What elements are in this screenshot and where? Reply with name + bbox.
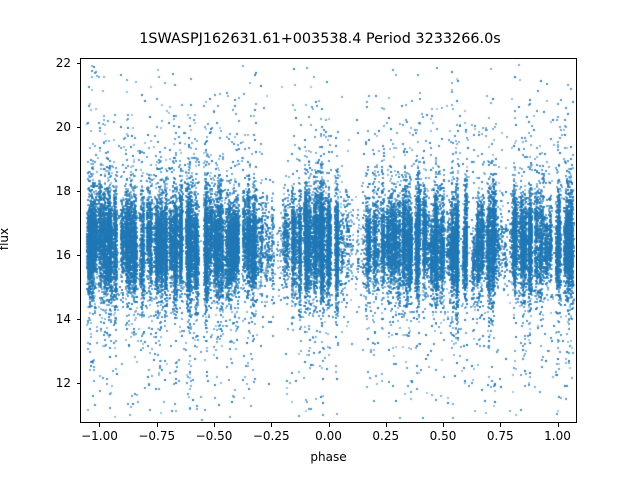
y-tick-mark	[76, 190, 80, 192]
x-tick-mark	[443, 423, 445, 427]
x-tick-label: 0.00	[315, 429, 342, 443]
x-tick-mark	[328, 423, 330, 427]
x-tick-label: −1.00	[81, 429, 118, 443]
y-tick-label: 16	[55, 247, 71, 262]
y-tick-mark	[76, 62, 80, 64]
x-tick-mark	[500, 423, 502, 427]
plot-axes-area	[80, 58, 577, 423]
page-title: 1SWASPJ162631.61+003538.4 Period 3233266…	[139, 31, 501, 47]
y-tick-label: 12	[55, 375, 71, 390]
x-tick-label: 0.25	[372, 429, 400, 443]
y-tick-mark	[76, 382, 80, 384]
x-tick-label: 0.50	[429, 429, 457, 443]
x-axis-label: phase	[310, 450, 347, 464]
y-tick-label: 20	[55, 119, 71, 134]
x-tick-label: −0.25	[252, 429, 290, 443]
x-tick-mark	[271, 423, 273, 427]
y-tick-mark	[76, 318, 80, 320]
y-tick-mark	[76, 254, 80, 256]
y-tick-label: 14	[55, 311, 71, 326]
scatter-data-layer	[81, 59, 576, 422]
x-tick-mark	[99, 423, 101, 427]
x-tick-label: −0.50	[195, 429, 233, 443]
y-axis-label: flux	[0, 227, 12, 251]
x-tick-mark	[156, 423, 158, 427]
x-tick-mark	[213, 423, 215, 427]
x-tick-mark	[557, 423, 559, 427]
y-tick-label: 22	[55, 55, 71, 70]
y-tick-mark	[76, 126, 80, 128]
x-tick-label: 1.00	[544, 429, 571, 443]
x-tick-label: −0.75	[138, 429, 176, 443]
x-tick-label: 0.75	[486, 429, 514, 443]
y-tick-label: 18	[55, 183, 71, 198]
x-tick-mark	[385, 423, 387, 427]
